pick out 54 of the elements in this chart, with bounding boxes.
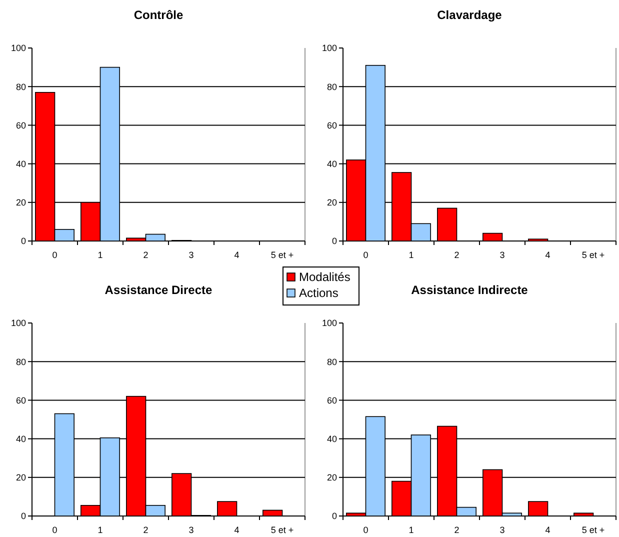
x-tick-label: 0	[363, 525, 368, 535]
x-tick-label: 0	[363, 250, 368, 260]
y-tick-label: 0	[20, 511, 26, 522]
x-tick-label: 1	[408, 250, 414, 260]
y-tick-label: 100	[10, 43, 26, 54]
x-tick-label: 4	[545, 250, 550, 260]
y-tick-label: 60	[16, 120, 26, 130]
x-tick-label: 1	[408, 525, 414, 535]
y-tick-label: 0	[332, 511, 337, 522]
y-tick-label: 20	[326, 472, 337, 483]
x-tick-label: 3	[500, 525, 505, 535]
y-tick-label: 20	[326, 198, 337, 208]
y-tick-label: 20	[16, 472, 26, 483]
y-tick-label: 40	[16, 434, 26, 444]
x-tick-label: 5 et +	[582, 250, 605, 260]
y-tick-label: 80	[16, 356, 26, 367]
y-tick-label: 20	[16, 198, 26, 208]
y-tick-label: 100	[10, 318, 26, 328]
y-tick-label: 40	[326, 434, 337, 444]
x-tick-label: 4	[545, 525, 550, 535]
y-tick-label: 80	[326, 356, 337, 367]
x-tick-label: 1	[98, 250, 103, 260]
chart-title: Contrôle	[134, 8, 184, 22]
x-tick-label: 2	[143, 250, 148, 260]
y-tick-label: 0	[332, 236, 337, 246]
y-tick-label: 40	[16, 158, 26, 169]
y-tick-label: 100	[322, 318, 337, 328]
x-tick-label: 2	[454, 250, 460, 260]
x-tick-label: 2	[143, 525, 148, 535]
x-tick-label: 1	[98, 525, 103, 535]
chart-title: Assistance Indirecte	[411, 283, 528, 297]
y-tick-label: 100	[322, 43, 337, 54]
x-tick-label: 3	[188, 525, 194, 535]
y-tick-label: 0	[20, 236, 26, 246]
legend-label: Actions	[299, 286, 338, 300]
legend-label: Modalités	[299, 270, 350, 284]
y-tick-label: 80	[16, 82, 26, 92]
x-tick-label: 2	[454, 525, 460, 535]
chart-title: Assistance Directe	[104, 283, 213, 297]
y-tick-label: 60	[326, 120, 337, 130]
chart-title: Clavardage	[437, 8, 502, 22]
x-tick-label: 0	[52, 250, 58, 260]
x-tick-label: 4	[234, 250, 240, 260]
x-tick-label: 5 et +	[270, 525, 294, 535]
x-tick-label: 5 et +	[582, 525, 605, 535]
y-tick-label: 40	[326, 158, 337, 169]
x-tick-label: 4	[234, 525, 240, 535]
y-tick-label: 60	[16, 395, 26, 406]
x-tick-label: 3	[500, 250, 505, 260]
x-tick-label: 3	[188, 250, 194, 260]
x-tick-label: 5 et +	[270, 250, 294, 260]
y-tick-label: 60	[326, 395, 337, 406]
y-tick-label: 80	[326, 82, 337, 92]
x-tick-label: 0	[52, 525, 58, 535]
